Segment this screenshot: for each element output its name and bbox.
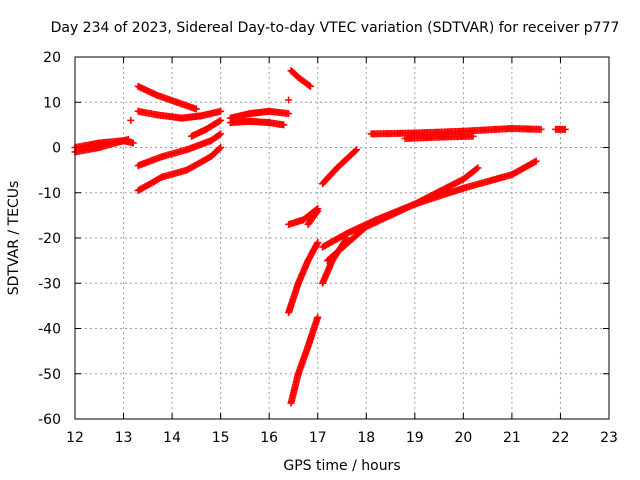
data-point bbox=[313, 208, 321, 216]
chart-title: Day 234 of 2023, Sidereal Day-to-day VTE… bbox=[51, 20, 620, 36]
y-tick-label: 20 bbox=[43, 50, 61, 66]
data-point bbox=[473, 165, 481, 173]
data-point bbox=[124, 135, 132, 143]
data-point bbox=[217, 144, 225, 151]
x-tick-label: 18 bbox=[357, 430, 375, 446]
data-point bbox=[306, 82, 314, 90]
series-point-a bbox=[127, 116, 135, 124]
series-track-12 bbox=[285, 239, 322, 317]
data-point bbox=[314, 239, 322, 247]
data-point bbox=[532, 157, 540, 165]
grid bbox=[75, 57, 609, 419]
series-track-05 bbox=[134, 130, 225, 170]
data-point bbox=[285, 110, 293, 118]
y-tick-label: 0 bbox=[52, 141, 61, 157]
data-point bbox=[217, 116, 225, 124]
data-point bbox=[561, 125, 569, 133]
series-track-21 bbox=[552, 125, 569, 133]
y-tick-label: -60 bbox=[38, 412, 61, 428]
data-point bbox=[314, 207, 322, 215]
x-tick-label: 15 bbox=[212, 430, 230, 446]
data-point bbox=[314, 313, 322, 321]
series-track-09 bbox=[226, 117, 288, 129]
data-point bbox=[280, 121, 288, 129]
data-point bbox=[217, 107, 225, 115]
data-point bbox=[216, 145, 224, 153]
data-point bbox=[215, 131, 223, 139]
plot-frame bbox=[74, 56, 610, 420]
series-track-06 bbox=[134, 144, 225, 194]
x-tick-label: 14 bbox=[163, 430, 181, 446]
x-tick-label: 21 bbox=[503, 430, 521, 446]
y-tick-label: -20 bbox=[38, 231, 61, 247]
axis-ticks: 12 13 14 15 16 17 18 19 20 21 22 23 -60 -50 -40 -30 -20 -… bbox=[38, 50, 618, 446]
x-tick-label: 23 bbox=[600, 430, 618, 446]
data-point bbox=[469, 132, 477, 140]
data-point bbox=[215, 117, 223, 125]
series-track-15 bbox=[319, 146, 361, 188]
series-point-b bbox=[285, 96, 293, 104]
x-axis-label: GPS time / hours bbox=[283, 458, 400, 474]
data-point bbox=[129, 139, 137, 147]
data-point bbox=[192, 105, 200, 113]
x-tick-label: 17 bbox=[309, 430, 327, 446]
series-track-14 bbox=[304, 207, 322, 228]
x-tick-label: 13 bbox=[115, 430, 133, 446]
data-point bbox=[353, 146, 361, 154]
data-point bbox=[351, 147, 359, 155]
y-tick-label: -10 bbox=[38, 186, 61, 202]
data-point bbox=[217, 130, 225, 138]
series-track-19 bbox=[367, 124, 545, 138]
x-tick-label: 12 bbox=[66, 430, 84, 446]
data-points bbox=[71, 67, 569, 407]
data-point bbox=[305, 82, 313, 90]
x-tick-label: 19 bbox=[406, 430, 424, 446]
series-track-18 bbox=[323, 157, 540, 265]
data-point bbox=[127, 116, 135, 124]
data-point bbox=[285, 96, 293, 104]
data-point bbox=[537, 125, 545, 133]
x-tick-label: 20 bbox=[454, 430, 472, 446]
y-axis-label: SDTVAR / TECUs bbox=[6, 181, 22, 296]
y-tick-label: 10 bbox=[43, 95, 61, 111]
series-track-10 bbox=[287, 67, 314, 90]
data-point bbox=[531, 158, 539, 166]
data-point bbox=[474, 164, 482, 172]
series-track-11 bbox=[287, 313, 322, 407]
series-track-20 bbox=[401, 132, 477, 142]
y-tick-label: -50 bbox=[38, 367, 61, 383]
series-track-07 bbox=[188, 116, 225, 140]
y-tick-label: -30 bbox=[38, 276, 61, 292]
series-track-04 bbox=[134, 107, 225, 122]
x-tick-label: 16 bbox=[260, 430, 278, 446]
series-track-03 bbox=[134, 82, 200, 113]
y-tick-label: -40 bbox=[38, 322, 61, 338]
x-tick-label: 22 bbox=[552, 430, 570, 446]
series-track-08 bbox=[226, 107, 293, 122]
